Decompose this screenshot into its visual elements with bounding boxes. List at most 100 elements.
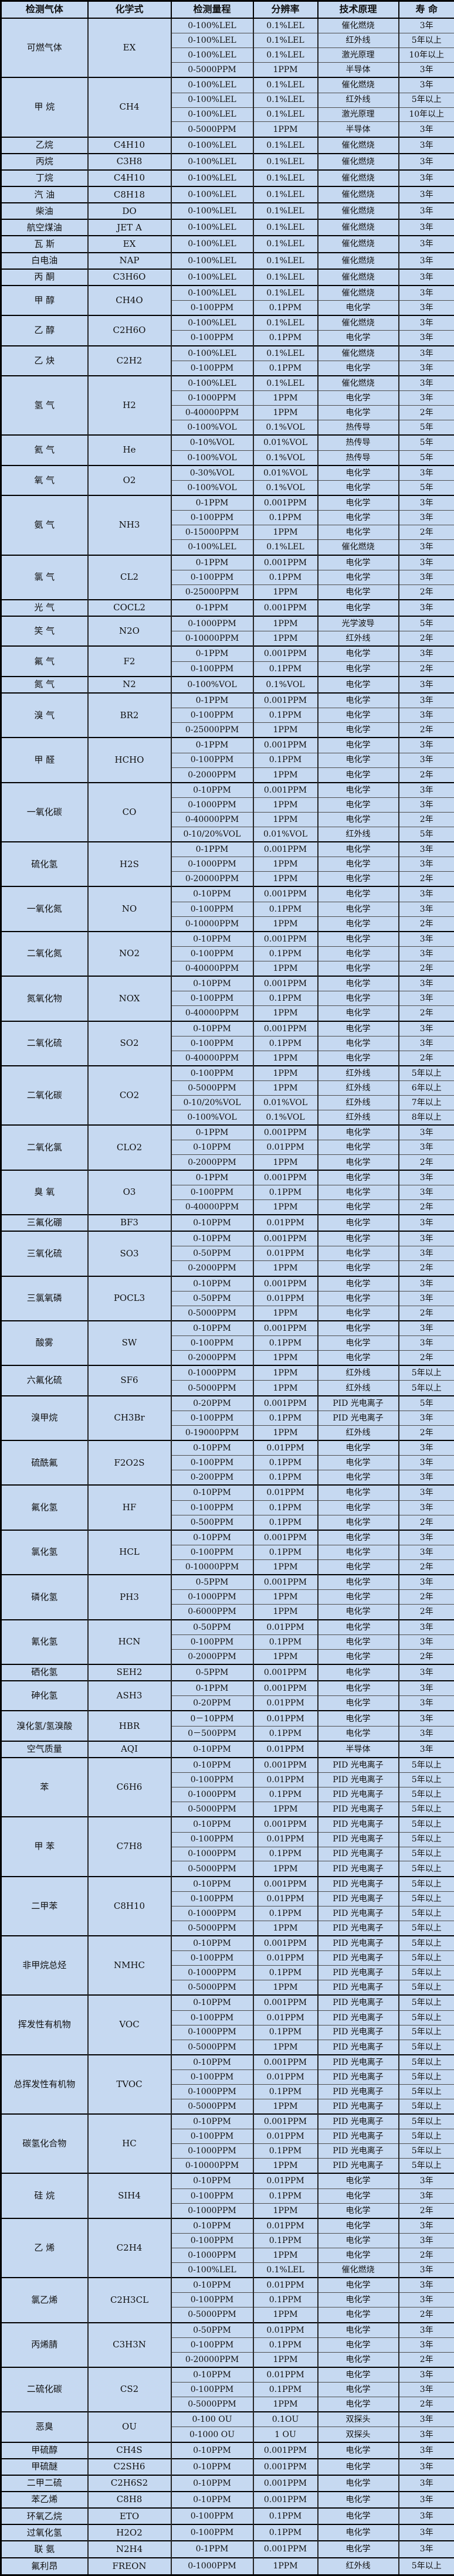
table-row: 0-100PPM 0.1PPM 电化学 3年 — [1, 946, 454, 961]
principle-cell: 电化学 — [317, 1335, 399, 1351]
principle-cell: 电化学 — [317, 464, 399, 481]
principle-cell: 电化学 — [317, 1184, 399, 1200]
gas-name-cell: 甲 醇 — [0, 284, 89, 316]
lifespan-cell: 5年以上 — [398, 1965, 454, 1981]
principle-cell: PID 光电离子 — [317, 1891, 399, 1906]
principle-cell: 电化学 — [317, 1470, 399, 1486]
gas-name-cell: 三氧化硫 — [0, 1231, 89, 1277]
range-cell: 0-100%VOL — [170, 420, 254, 436]
table-row: 0-100PPM 0.1PPM 电化学 3年 — [1, 2188, 454, 2204]
resolution-cell: 0.01PPM — [252, 2322, 319, 2338]
formula-cell: C2H3CL — [87, 2277, 172, 2323]
range-cell: 0-100PPM — [170, 708, 254, 723]
resolution-cell: 0.01PPM — [252, 1140, 319, 1156]
lifespan-cell: 3年 — [398, 18, 454, 34]
range-cell: 0-10PPM — [170, 886, 254, 902]
gas-name-cell: 恶臭 — [0, 2411, 89, 2443]
resolution-cell: 1PPM — [252, 525, 319, 541]
range-cell: 0-20PPM — [170, 1695, 254, 1711]
table-row: 0-100PPM 0.1PPM 电化学 3年 — [1, 1035, 454, 1051]
table-row: 0-100PPM 0.1PPM 电化学 3年 — [1, 1455, 454, 1471]
lifespan-cell: 5年以上 — [398, 33, 454, 49]
table-row: 二氧化硫 SO2 0-10PPM 0.001PPM 电化学 3年 — [0, 1020, 454, 1066]
range-cell: 0-10000PPM — [170, 2158, 254, 2174]
table-row: 溴甲烷 CH3Br 0-20PPM 0.001PPM PID 光电离子 5年 — [0, 1395, 454, 1441]
formula-cell: EX — [87, 235, 172, 253]
formula-cell: HCL — [87, 1529, 172, 1575]
table-row: 二氧化氯 CLO2 0-1PPM 0.001PPM 电化学 3年 — [0, 1124, 454, 1171]
principle-cell: 催化燃烧 — [317, 252, 399, 270]
table-row: 氢 气 H2 0-100%LEL 0.1%LEL 催化燃烧 3年 — [0, 375, 454, 436]
table-row: 丙烯腈 C3H3N 0-50PPM 0.01PPM 电化学 3年 — [0, 2322, 454, 2368]
lifespan-cell: 3年 — [398, 1231, 454, 1247]
lifespan-cell: 5年以上 — [398, 1772, 454, 1788]
gas-name-cell: 汽 油 — [0, 186, 89, 203]
principle-cell: 电化学 — [317, 1035, 399, 1051]
lifespan-cell: 2年 — [398, 584, 454, 600]
lifespan-cell: 3年 — [398, 645, 454, 662]
formula-cell: C4H10 — [87, 136, 172, 154]
lifespan-cell: 3年 — [398, 1470, 454, 1486]
principle-cell: 电化学 — [317, 811, 399, 827]
principle-cell: 电化学 — [317, 1305, 399, 1321]
principle-cell: 催化燃烧 — [317, 136, 399, 154]
principle-cell: 电化学 — [317, 1260, 399, 1277]
table-row: 汽 油 C8H18 0-100%LEL 0.1%LEL 催化燃烧 3年 — [0, 186, 454, 203]
range-cell: 0-100PPM — [170, 510, 254, 526]
table-row: 酸雾 SW 0-10PPM 0.001PPM 电化学 3年 — [0, 1320, 454, 1366]
gas-name-cell: 丙 酮 — [0, 268, 89, 286]
lifespan-cell: 3年 — [398, 946, 454, 961]
gas-name-cell: 硫化氢 — [0, 841, 89, 887]
table-row: 六氟化硫 SF6 0-1000PPM 1PPM 红外线 5年以上 — [0, 1365, 454, 1396]
table-row: 乙 醇 C2H6O 0-100%LEL 0.1%LEL 催化燃烧 3年 — [0, 315, 454, 346]
principle-cell: 电化学 — [317, 1020, 399, 1036]
lifespan-cell: 3年 — [398, 2262, 454, 2278]
range-cell: 0-10PPM — [170, 1231, 254, 1247]
range-cell: 0-1000PPM — [170, 2143, 254, 2159]
formula-cell: SEH2 — [87, 1663, 172, 1681]
principle-cell: PID 光电离子 — [317, 2098, 399, 2115]
lifespan-cell: 2年 — [398, 916, 454, 932]
principle-cell: 电化学 — [317, 2540, 399, 2558]
principle-cell: 催化燃烧 — [317, 539, 399, 556]
lifespan-cell: 3年 — [398, 284, 454, 301]
resolution-cell: 0.01PPM — [252, 2129, 319, 2145]
resolution-cell: 0.01PPM — [252, 1710, 319, 1727]
lifespan-cell: 2年 — [398, 1559, 454, 1575]
range-cell: 0-10/20%VOL — [170, 826, 254, 842]
table-row: 苯乙烯 C8H8 0-10PPM 0.001PPM 电化学 3年 — [0, 2491, 454, 2509]
range-cell: 0-1000PPM — [170, 2557, 254, 2575]
table-row: 氯乙烯 C2H3CL 0-10PPM 0.01PPM 电化学 3年 — [0, 2277, 454, 2323]
principle-cell: 电化学 — [317, 510, 399, 526]
lifespan-cell: 2年 — [398, 1260, 454, 1277]
principle-cell: 催化燃烧 — [317, 345, 399, 361]
principle-cell: 电化学 — [317, 2322, 399, 2338]
range-cell: 0-100PPM — [170, 330, 254, 346]
principle-cell: 电化学 — [317, 960, 399, 977]
range-cell: 0-100PPM — [170, 1035, 254, 1051]
range-cell: 0-5000PPM — [170, 1305, 254, 1321]
gas-name-cell: 氯 气 — [0, 554, 89, 600]
lifespan-cell: 2年 — [398, 1589, 454, 1605]
table-row: 0-2000PPM 1PPM 电化学 2年 — [1, 767, 454, 783]
resolution-cell: 0.1PPM — [252, 2292, 319, 2308]
resolution-cell: 1PPM — [252, 2247, 319, 2263]
resolution-cell: 0.01%VOL — [252, 826, 319, 842]
principle-cell: 电化学 — [317, 1589, 399, 1605]
formula-cell: SO2 — [87, 1020, 172, 1066]
resolution-cell: 0.001PPM — [252, 841, 319, 858]
formula-cell: HCHO — [87, 737, 172, 783]
range-cell: 0-2000PPM — [170, 1154, 254, 1171]
range-cell: 0-100%LEL — [170, 345, 254, 361]
range-cell: 0-1000PPM — [170, 2084, 254, 2099]
principle-cell: 电化学 — [317, 1604, 399, 1620]
formula-cell: HBR — [87, 1710, 172, 1742]
principle-cell: 电化学 — [317, 1514, 399, 1531]
resolution-cell: 0.1PPM — [252, 661, 319, 677]
principle-cell: 电化学 — [317, 752, 399, 768]
principle-cell: 电化学 — [317, 2277, 399, 2293]
lifespan-cell: 3年 — [398, 1184, 454, 1200]
resolution-cell: 1PPM — [252, 2203, 319, 2219]
range-cell: 0-40000PPM — [170, 405, 254, 421]
resolution-cell: 0.1PPM — [252, 1725, 319, 1742]
